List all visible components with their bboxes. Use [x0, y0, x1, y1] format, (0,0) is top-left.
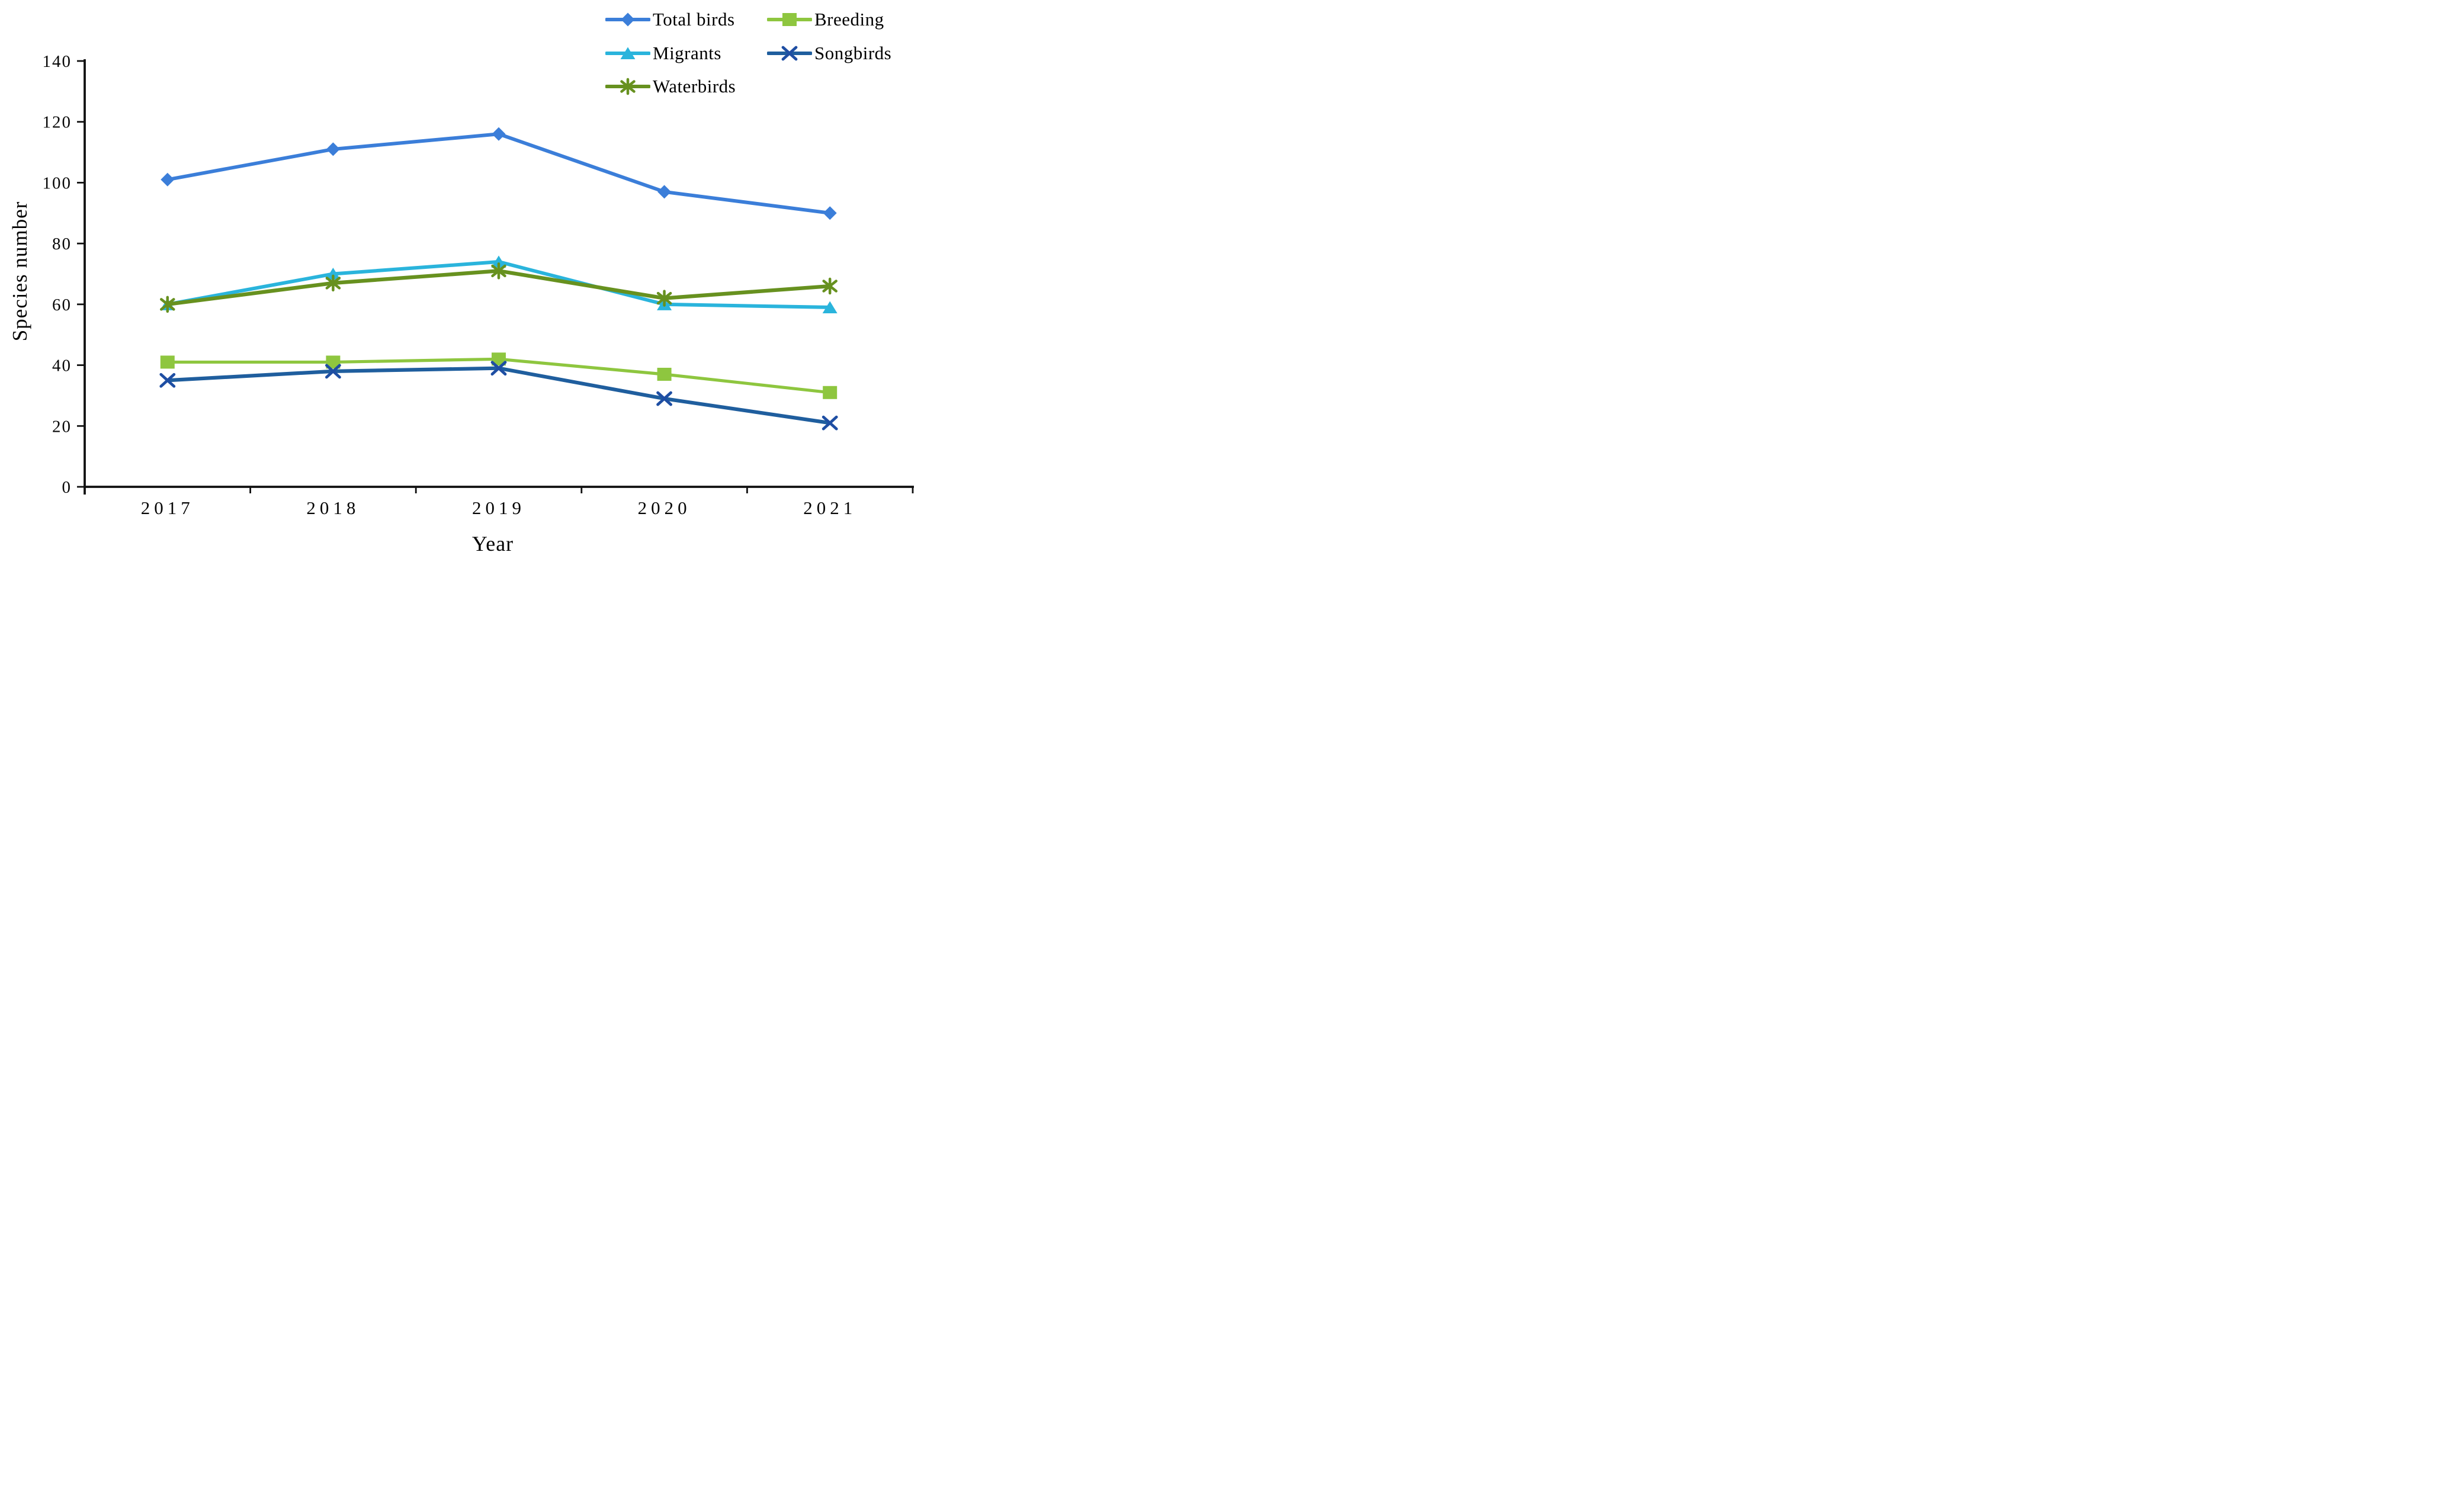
marker-breeding-2019: [492, 352, 506, 366]
legend-label: Waterbirds: [653, 76, 736, 97]
y-tick-label: 140: [43, 52, 72, 71]
marker-waterbirds-2018: [325, 274, 341, 292]
series-line-songbirds: [165, 366, 832, 425]
legend-label: Breeding: [814, 9, 884, 30]
marker-breeding-2020: [657, 367, 672, 381]
y-tick-label: 40: [52, 357, 72, 375]
legend-item-migrants: Migrants: [605, 43, 721, 64]
legend-marker-total-birds-icon: [605, 12, 650, 27]
legend-marker-migrants-icon: [605, 47, 650, 59]
legend-item-total-birds: Total birds: [605, 9, 735, 30]
marker-waterbirds-2019: [491, 262, 506, 280]
legend-marker-songbirds-icon: [767, 46, 812, 61]
marker-migrants-2018: [325, 268, 341, 280]
legend-glyph-migrants: [620, 47, 636, 59]
marker-waterbirds-2017: [160, 296, 175, 313]
marker-songbirds-2021: [822, 415, 838, 431]
marker-total-birds-2018: [326, 142, 340, 156]
legend-glyph-songbirds: [781, 46, 798, 61]
x-axis-title: Year: [471, 532, 514, 556]
legend-item-songbirds: Songbirds: [767, 43, 891, 64]
marker-songbirds-2018: [325, 364, 341, 379]
legend-label: Migrants: [653, 43, 721, 63]
y-tick-label: 80: [52, 235, 72, 253]
legend-label: Songbirds: [814, 43, 892, 63]
marker-migrants-2021: [822, 301, 838, 313]
marker-breeding-2021: [823, 386, 838, 399]
chart-canvas: 0 20 40 60 80 100 120 140 2017 2018 2019 2020 2021: [43, 52, 914, 518]
legend-item-breeding: Breeding: [767, 9, 884, 30]
chart-figure: 0 20 40 60 80 100 120 140 2017 2018 2019 2020 2021 S…: [0, 0, 916, 563]
x-tick-label: 2017: [141, 497, 194, 518]
y-tick-label: 100: [43, 174, 72, 192]
legend-glyph-breeding: [782, 13, 797, 26]
x-tick-label: 2020: [638, 497, 691, 518]
marker-migrants-2019: [491, 255, 506, 268]
series-line-total-birds: [165, 132, 832, 215]
legend-glyph-waterbirds: [620, 78, 636, 95]
marker-songbirds-2020: [656, 391, 672, 406]
legend-marker-waterbirds-icon: [605, 78, 650, 95]
legend-marker-breeding-icon: [767, 13, 812, 26]
legend-item-waterbirds: Waterbirds: [605, 76, 736, 97]
marker-songbirds-2019: [490, 361, 507, 376]
y-tick-label: 60: [52, 296, 72, 314]
legend-glyph-total-birds: [621, 12, 635, 27]
marker-total-birds-2017: [161, 172, 175, 187]
marker-breeding-2017: [160, 355, 175, 369]
x-tick-label: 2019: [472, 497, 525, 518]
y-tick-label: 0: [62, 478, 72, 497]
marker-total-birds-2020: [657, 185, 672, 199]
y-tick-label: 20: [52, 417, 72, 436]
y-tick-label: 120: [43, 113, 72, 132]
marker-waterbirds-2021: [822, 277, 838, 295]
marker-songbirds-2017: [159, 373, 176, 388]
marker-total-birds-2019: [492, 127, 506, 141]
marker-breeding-2018: [326, 355, 341, 369]
marker-total-birds-2021: [823, 206, 837, 220]
y-axis-title: Species number: [8, 201, 31, 342]
x-tick-label: 2018: [306, 497, 360, 518]
marker-waterbirds-2020: [656, 290, 672, 307]
legend-label: Total birds: [653, 9, 735, 30]
x-tick-label: 2021: [803, 497, 856, 518]
